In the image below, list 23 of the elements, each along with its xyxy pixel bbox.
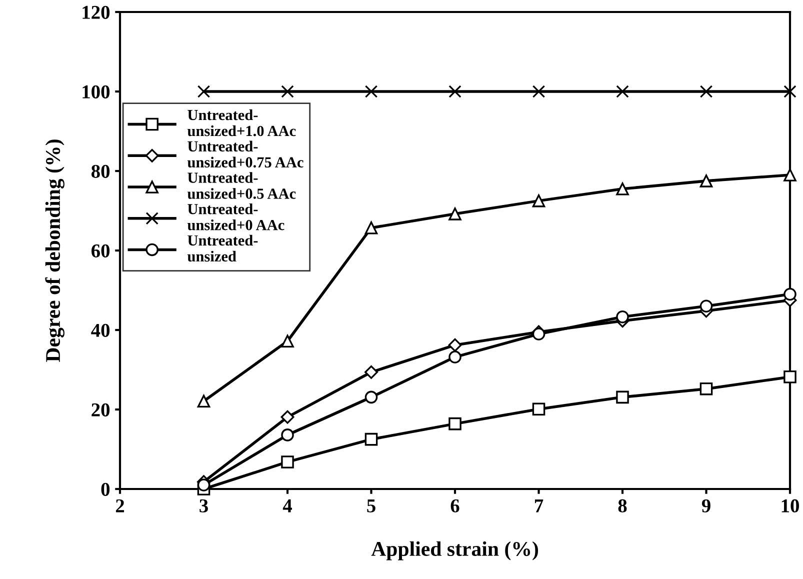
x-tick-label: 6 (450, 499, 460, 512)
legend-label: Untreated-unsized+0.75 AAc (187, 140, 304, 168)
y-tick-label: 80 (91, 164, 110, 178)
x-tick-label: 5 (367, 499, 376, 512)
x-tick-label: 2 (116, 499, 124, 512)
y-tick-label: 0 (101, 482, 110, 496)
legend-label: Untreated-unsized+0.5 AAc (187, 172, 296, 199)
x-tick-label: 7 (535, 499, 544, 512)
x-tick-label: 8 (618, 499, 627, 512)
y-tick-label: 20 (92, 403, 110, 416)
x-tick-label: 10 (782, 499, 799, 512)
y-tick-label: 60 (92, 244, 110, 258)
y-tick-label: 40 (91, 324, 110, 337)
x-tick-label: 3 (200, 499, 208, 512)
x-axis-title: Applied strain (%) (371, 541, 538, 560)
legend-label: Untreated-unsized (187, 234, 258, 262)
legend-label: Untreated-unsized+1.0 AAc (187, 109, 296, 136)
y-tick-label: 100 (82, 85, 110, 98)
y-tick-label: 120 (82, 6, 110, 19)
y-axis-title: Degree of debonding (%) (45, 140, 64, 362)
x-tick-label: 4 (282, 499, 292, 512)
legend-label: Untreated-unsized+0 AAc (187, 203, 284, 230)
x-tick-label: 9 (702, 499, 710, 512)
